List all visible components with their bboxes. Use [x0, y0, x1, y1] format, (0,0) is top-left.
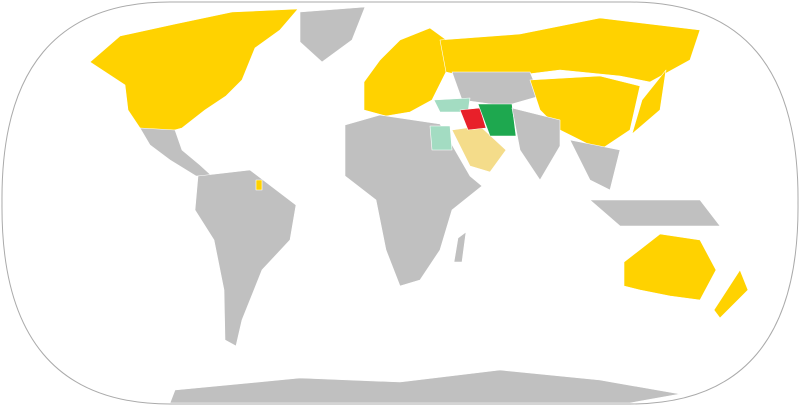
region-greenland [299, 6, 366, 63]
region-southeast-asia [569, 139, 621, 191]
region-japan-korea [631, 69, 667, 135]
region-south-america [194, 169, 297, 347]
region-egypt [429, 125, 453, 151]
region-australia [623, 233, 717, 301]
region-iraq [459, 107, 487, 131]
region-south-asia [511, 107, 561, 181]
region-indonesia [589, 199, 721, 227]
region-new-zealand [713, 269, 749, 319]
region-north-america [89, 8, 299, 135]
region-antarctica [169, 369, 681, 404]
region-central-asia [451, 71, 541, 107]
region-china [529, 75, 641, 151]
region-french-guiana [255, 179, 263, 191]
region-madagascar [453, 231, 467, 263]
region-iran [477, 103, 517, 137]
region-africa [344, 114, 483, 287]
